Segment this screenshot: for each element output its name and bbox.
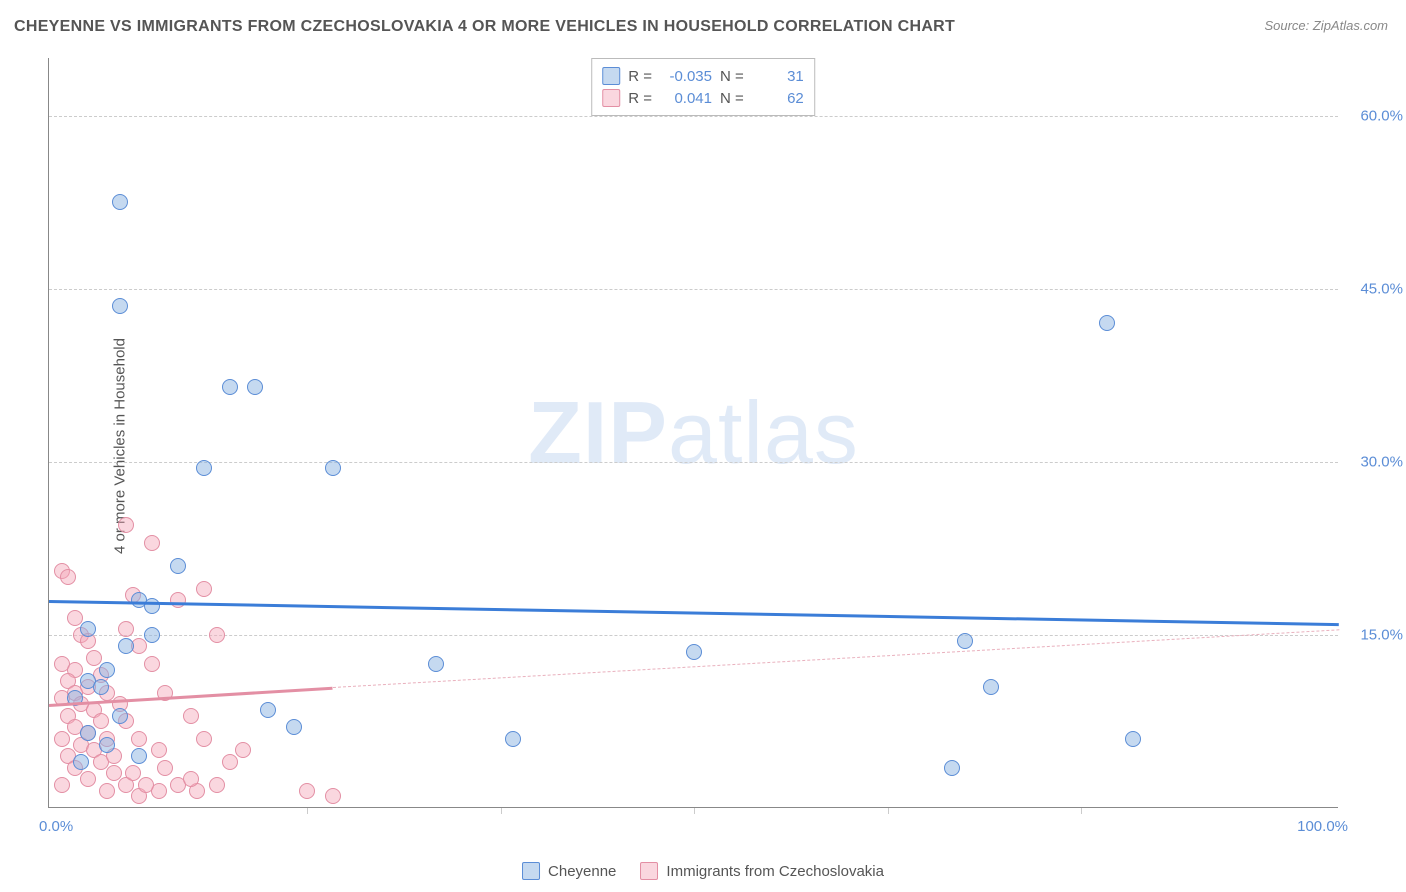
scatter-point-cheyenne bbox=[112, 708, 128, 724]
scatter-point-cheyenne bbox=[944, 760, 960, 776]
gridline-h bbox=[49, 635, 1338, 636]
correlation-legend: R = -0.035 N = 31 R = 0.041 N = 62 bbox=[591, 58, 815, 116]
scatter-point-cheyenne bbox=[247, 379, 263, 395]
scatter-point-cheyenne bbox=[505, 731, 521, 747]
scatter-point-czechoslovakia bbox=[209, 777, 225, 793]
scatter-point-cheyenne bbox=[144, 627, 160, 643]
legend-label-cheyenne: Cheyenne bbox=[548, 863, 616, 880]
scatter-point-cheyenne bbox=[222, 379, 238, 395]
scatter-point-czechoslovakia bbox=[106, 765, 122, 781]
scatter-point-cheyenne bbox=[80, 621, 96, 637]
scatter-point-czechoslovakia bbox=[99, 783, 115, 799]
scatter-point-czechoslovakia bbox=[222, 754, 238, 770]
scatter-point-cheyenne bbox=[73, 754, 89, 770]
scatter-point-cheyenne bbox=[131, 748, 147, 764]
scatter-point-cheyenne bbox=[286, 719, 302, 735]
watermark: ZIPatlas bbox=[528, 382, 859, 484]
legend-swatch-blue bbox=[602, 67, 620, 85]
source-attribution: Source: ZipAtlas.com bbox=[1264, 18, 1388, 33]
legend-label-czechoslovakia: Immigrants from Czechoslovakia bbox=[666, 863, 884, 880]
scatter-point-czechoslovakia bbox=[54, 731, 70, 747]
scatter-point-cheyenne bbox=[428, 656, 444, 672]
scatter-point-cheyenne bbox=[99, 737, 115, 753]
series-legend: Cheyenne Immigrants from Czechoslovakia bbox=[522, 862, 884, 880]
scatter-point-czechoslovakia bbox=[183, 771, 199, 787]
gridline-h bbox=[49, 462, 1338, 463]
scatter-point-cheyenne bbox=[196, 460, 212, 476]
scatter-point-czechoslovakia bbox=[125, 765, 141, 781]
scatter-point-cheyenne bbox=[112, 194, 128, 210]
y-tick-label: 30.0% bbox=[1343, 453, 1403, 470]
scatter-point-czechoslovakia bbox=[80, 771, 96, 787]
scatter-point-czechoslovakia bbox=[67, 610, 83, 626]
scatter-point-czechoslovakia bbox=[118, 621, 134, 637]
scatter-point-czechoslovakia bbox=[54, 777, 70, 793]
scatter-point-czechoslovakia bbox=[157, 760, 173, 776]
trend-line bbox=[49, 600, 1339, 626]
scatter-point-czechoslovakia bbox=[93, 713, 109, 729]
scatter-point-cheyenne bbox=[325, 460, 341, 476]
x-tick-min: 0.0% bbox=[39, 818, 73, 835]
y-tick-label: 60.0% bbox=[1343, 107, 1403, 124]
scatter-point-czechoslovakia bbox=[144, 535, 160, 551]
scatter-point-czechoslovakia bbox=[60, 569, 76, 585]
scatter-point-cheyenne bbox=[983, 679, 999, 695]
scatter-point-czechoslovakia bbox=[151, 742, 167, 758]
legend-swatch-cheyenne bbox=[522, 862, 540, 880]
trend-line bbox=[333, 629, 1339, 688]
plot-area: ZIPatlas 15.0%30.0%45.0%60.0% 0.0% 100.0… bbox=[48, 58, 1338, 808]
scatter-point-czechoslovakia bbox=[144, 656, 160, 672]
scatter-point-cheyenne bbox=[686, 644, 702, 660]
scatter-point-czechoslovakia bbox=[118, 517, 134, 533]
scatter-point-cheyenne bbox=[957, 633, 973, 649]
y-tick-label: 45.0% bbox=[1343, 280, 1403, 297]
scatter-point-cheyenne bbox=[99, 662, 115, 678]
legend-swatch-pink bbox=[602, 89, 620, 107]
scatter-point-czechoslovakia bbox=[196, 731, 212, 747]
scatter-point-czechoslovakia bbox=[299, 783, 315, 799]
scatter-point-czechoslovakia bbox=[235, 742, 251, 758]
x-tick-max: 100.0% bbox=[1297, 818, 1348, 835]
scatter-point-czechoslovakia bbox=[183, 708, 199, 724]
scatter-point-czechoslovakia bbox=[196, 581, 212, 597]
scatter-point-cheyenne bbox=[170, 558, 186, 574]
scatter-point-cheyenne bbox=[1125, 731, 1141, 747]
scatter-point-czechoslovakia bbox=[138, 777, 154, 793]
scatter-point-czechoslovakia bbox=[131, 731, 147, 747]
scatter-point-cheyenne bbox=[1099, 315, 1115, 331]
y-tick-label: 15.0% bbox=[1343, 626, 1403, 643]
legend-swatch-czechoslovakia bbox=[640, 862, 658, 880]
gridline-h bbox=[49, 289, 1338, 290]
scatter-point-czechoslovakia bbox=[86, 650, 102, 666]
scatter-point-cheyenne bbox=[118, 638, 134, 654]
scatter-point-cheyenne bbox=[144, 598, 160, 614]
scatter-point-cheyenne bbox=[93, 679, 109, 695]
chart-title: CHEYENNE VS IMMIGRANTS FROM CZECHOSLOVAK… bbox=[14, 18, 955, 36]
scatter-point-cheyenne bbox=[80, 725, 96, 741]
scatter-point-cheyenne bbox=[112, 298, 128, 314]
scatter-point-cheyenne bbox=[260, 702, 276, 718]
scatter-point-czechoslovakia bbox=[170, 592, 186, 608]
scatter-point-czechoslovakia bbox=[325, 788, 341, 804]
scatter-point-czechoslovakia bbox=[209, 627, 225, 643]
